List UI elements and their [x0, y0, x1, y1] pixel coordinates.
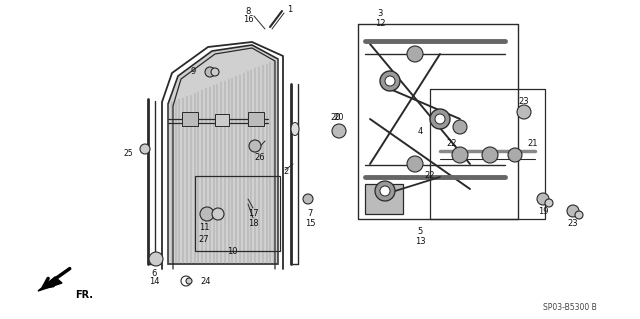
Circle shape — [407, 156, 423, 172]
Circle shape — [380, 186, 390, 196]
Bar — [195, 176, 280, 251]
Circle shape — [375, 181, 395, 201]
Circle shape — [181, 276, 191, 286]
Text: 19: 19 — [538, 207, 548, 217]
Text: 3: 3 — [378, 10, 383, 19]
Circle shape — [508, 148, 522, 162]
Circle shape — [537, 193, 549, 205]
Circle shape — [380, 71, 400, 91]
Ellipse shape — [291, 122, 299, 136]
Text: 17: 17 — [248, 209, 259, 218]
Circle shape — [517, 105, 531, 119]
Circle shape — [303, 194, 313, 204]
Polygon shape — [168, 45, 278, 264]
Polygon shape — [38, 277, 62, 291]
Circle shape — [205, 67, 215, 77]
Text: 23: 23 — [568, 219, 579, 228]
Text: 22: 22 — [425, 172, 435, 181]
Text: 2: 2 — [283, 167, 288, 176]
Text: 4: 4 — [417, 127, 422, 136]
Bar — [215, 114, 229, 126]
Text: 11: 11 — [199, 224, 209, 233]
Text: 15: 15 — [305, 219, 316, 227]
Circle shape — [430, 109, 450, 129]
Text: 14: 14 — [148, 278, 159, 286]
Circle shape — [435, 114, 445, 124]
Text: 26: 26 — [255, 152, 266, 161]
Text: FR.: FR. — [75, 290, 93, 300]
Bar — [248, 112, 264, 126]
Circle shape — [575, 211, 583, 219]
Text: 24: 24 — [200, 277, 211, 286]
Text: 23: 23 — [518, 97, 529, 106]
Circle shape — [186, 278, 192, 284]
Circle shape — [332, 124, 346, 138]
Circle shape — [482, 147, 498, 163]
Circle shape — [211, 68, 219, 76]
Circle shape — [452, 147, 468, 163]
Text: 25: 25 — [124, 150, 133, 159]
Text: 6: 6 — [151, 269, 157, 278]
Bar — [365, 184, 403, 214]
Text: 12: 12 — [375, 19, 385, 27]
Text: 10: 10 — [227, 247, 237, 256]
Circle shape — [200, 207, 214, 221]
Circle shape — [249, 140, 261, 152]
Text: 7: 7 — [307, 209, 313, 218]
Bar — [182, 112, 198, 126]
Circle shape — [149, 252, 163, 266]
Text: 8: 8 — [245, 6, 251, 16]
Circle shape — [407, 46, 423, 62]
Text: 20: 20 — [331, 114, 341, 122]
Text: 16: 16 — [243, 14, 253, 24]
Text: 27: 27 — [198, 235, 209, 244]
Text: 5: 5 — [417, 227, 422, 236]
Text: 9: 9 — [191, 66, 196, 76]
Circle shape — [545, 199, 553, 207]
Circle shape — [567, 205, 579, 217]
Text: SP03-B5300 B: SP03-B5300 B — [543, 302, 597, 311]
Text: 1: 1 — [287, 5, 292, 14]
Circle shape — [212, 208, 224, 220]
Text: 13: 13 — [415, 238, 426, 247]
Circle shape — [453, 120, 467, 134]
Text: 18: 18 — [248, 219, 259, 227]
Circle shape — [140, 144, 150, 154]
Text: 20: 20 — [333, 114, 344, 122]
Circle shape — [385, 76, 395, 86]
Text: 21: 21 — [527, 139, 538, 149]
Text: 22: 22 — [447, 138, 457, 147]
